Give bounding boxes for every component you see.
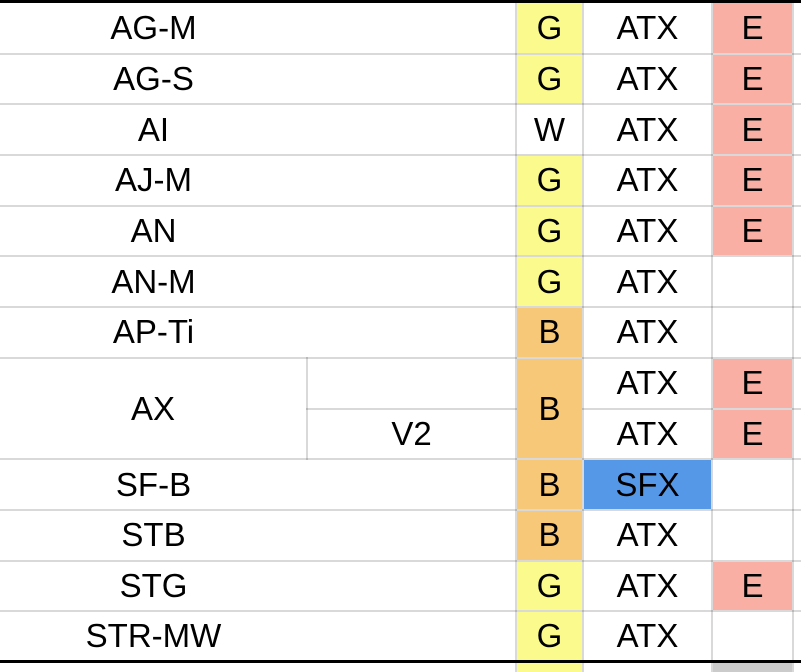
model-cell[interactable]: STB xyxy=(0,508,517,562)
grade-cell[interactable] xyxy=(515,660,584,672)
edge-cell[interactable] xyxy=(792,610,801,663)
model-cell[interactable]: AN xyxy=(0,204,517,258)
edition-cell[interactable] xyxy=(711,508,794,562)
form-factor-cell[interactable]: SFX xyxy=(582,458,713,511)
table-row: AP-Ti B ATX xyxy=(0,306,801,359)
edge-cell[interactable] xyxy=(792,154,801,207)
grade-cell[interactable]: G xyxy=(515,3,584,55)
table-row: AN G ATX E xyxy=(0,204,801,258)
model-cell[interactable]: AJ-M xyxy=(0,154,517,207)
grade-cell[interactable]: B xyxy=(515,356,584,461)
edge-cell[interactable] xyxy=(792,255,801,309)
form-factor-cell[interactable]: ATX xyxy=(582,356,713,410)
form-factor-cell[interactable]: ATX xyxy=(582,610,713,663)
variant-cell[interactable]: V2 xyxy=(307,407,517,461)
model-label: AG-M xyxy=(110,8,197,46)
model-label: STR-MW xyxy=(85,617,222,655)
edge-cell[interactable] xyxy=(792,306,801,359)
model-cell[interactable]: AX xyxy=(0,356,308,461)
grade-cell[interactable]: B xyxy=(515,458,584,511)
table-row: SF-B B SFX xyxy=(0,458,801,511)
form-factor-cell[interactable] xyxy=(582,660,713,672)
table-row: AG-M G ATX E xyxy=(0,3,801,55)
model-cell[interactable]: AP-Ti xyxy=(0,306,517,359)
table-row: STB B ATX xyxy=(0,508,801,562)
table-row: AJ-M G ATX E xyxy=(0,154,801,207)
edition-cell[interactable]: E xyxy=(711,52,794,106)
grade-cell[interactable]: B xyxy=(515,508,584,562)
form-factor-cell[interactable]: ATX xyxy=(582,407,713,461)
edition-cell[interactable]: E xyxy=(711,356,794,410)
edition-cell[interactable]: E xyxy=(711,204,794,258)
edition-cell[interactable]: E xyxy=(711,559,794,613)
model-label: SF-B xyxy=(115,465,192,503)
model-label: AN-M xyxy=(111,262,196,300)
edge-cell[interactable] xyxy=(792,3,801,55)
model-label: STG xyxy=(119,566,188,604)
model-label: AP-Ti xyxy=(112,313,195,351)
edge-cell[interactable] xyxy=(792,458,801,511)
edition-cell[interactable]: E xyxy=(711,3,794,55)
model-cell[interactable]: AG-S xyxy=(0,52,517,106)
edition-cell[interactable]: E xyxy=(711,407,794,461)
edge-cell[interactable] xyxy=(792,356,801,410)
model-cell[interactable]: STG xyxy=(0,559,517,613)
edition-cell[interactable] xyxy=(711,458,794,511)
edge-cell[interactable] xyxy=(792,660,801,672)
edition-cell[interactable] xyxy=(711,255,794,309)
table-row: AN-M G ATX xyxy=(0,255,801,309)
edition-cell[interactable] xyxy=(711,660,794,672)
edition-cell[interactable]: E xyxy=(711,103,794,157)
table-row: STR-MW G ATX xyxy=(0,610,801,663)
table-row: V2 ATX E xyxy=(0,407,801,461)
form-factor-cell[interactable]: ATX xyxy=(582,154,713,207)
grade-cell[interactable]: B xyxy=(515,306,584,359)
grade-cell[interactable]: G xyxy=(515,204,584,258)
edge-cell[interactable] xyxy=(792,407,801,461)
form-factor-cell[interactable]: ATX xyxy=(582,508,713,562)
model-cell[interactable]: AG-M xyxy=(0,3,517,55)
model-cell[interactable]: SF-B xyxy=(0,458,517,511)
form-factor-cell[interactable]: ATX xyxy=(582,255,713,309)
form-factor-cell[interactable]: ATX xyxy=(582,559,713,613)
edition-cell[interactable] xyxy=(711,610,794,663)
form-factor-cell[interactable]: ATX xyxy=(582,306,713,359)
form-factor-cell[interactable]: ATX xyxy=(582,204,713,258)
table-row: AX B ATX E xyxy=(0,356,801,461)
model-label: AG-S xyxy=(113,60,194,98)
spreadsheet-table: AG-M G ATX E AG-S G ATX E AI W ATX E AJ-… xyxy=(0,3,801,672)
form-factor-cell[interactable]: ATX xyxy=(582,52,713,106)
model-cell[interactable]: AN-M xyxy=(0,255,517,309)
table-row: AI W ATX E xyxy=(0,103,801,157)
model-label: AJ-M xyxy=(115,161,192,199)
form-factor-cell[interactable]: ATX xyxy=(582,3,713,55)
edition-cell[interactable] xyxy=(711,306,794,359)
grade-cell[interactable]: G xyxy=(515,610,584,663)
model-cell[interactable]: AI xyxy=(0,103,517,157)
grade-cell[interactable]: G xyxy=(515,154,584,207)
table-row: STG G ATX E xyxy=(0,559,801,613)
model-cell[interactable]: STR-MW xyxy=(0,610,517,663)
grade-cell[interactable]: G xyxy=(515,52,584,106)
grade-cell[interactable]: G xyxy=(515,559,584,613)
edition-cell[interactable]: E xyxy=(711,154,794,207)
model-label: AN xyxy=(130,212,177,250)
grade-cell[interactable]: G xyxy=(515,255,584,309)
model-label: AI xyxy=(137,110,170,148)
grade-cell[interactable]: W xyxy=(515,103,584,157)
edge-cell[interactable] xyxy=(792,559,801,613)
model-label: STB xyxy=(121,516,186,554)
table-row: AG-S G ATX E xyxy=(0,52,801,106)
model-cell[interactable] xyxy=(0,660,517,672)
edge-cell[interactable] xyxy=(792,204,801,258)
table-row-cutoff xyxy=(0,660,801,672)
edge-cell[interactable] xyxy=(792,103,801,157)
variant-cell[interactable] xyxy=(306,356,517,410)
edge-cell[interactable] xyxy=(792,508,801,562)
edge-cell[interactable] xyxy=(792,52,801,106)
form-factor-cell[interactable]: ATX xyxy=(582,103,713,157)
